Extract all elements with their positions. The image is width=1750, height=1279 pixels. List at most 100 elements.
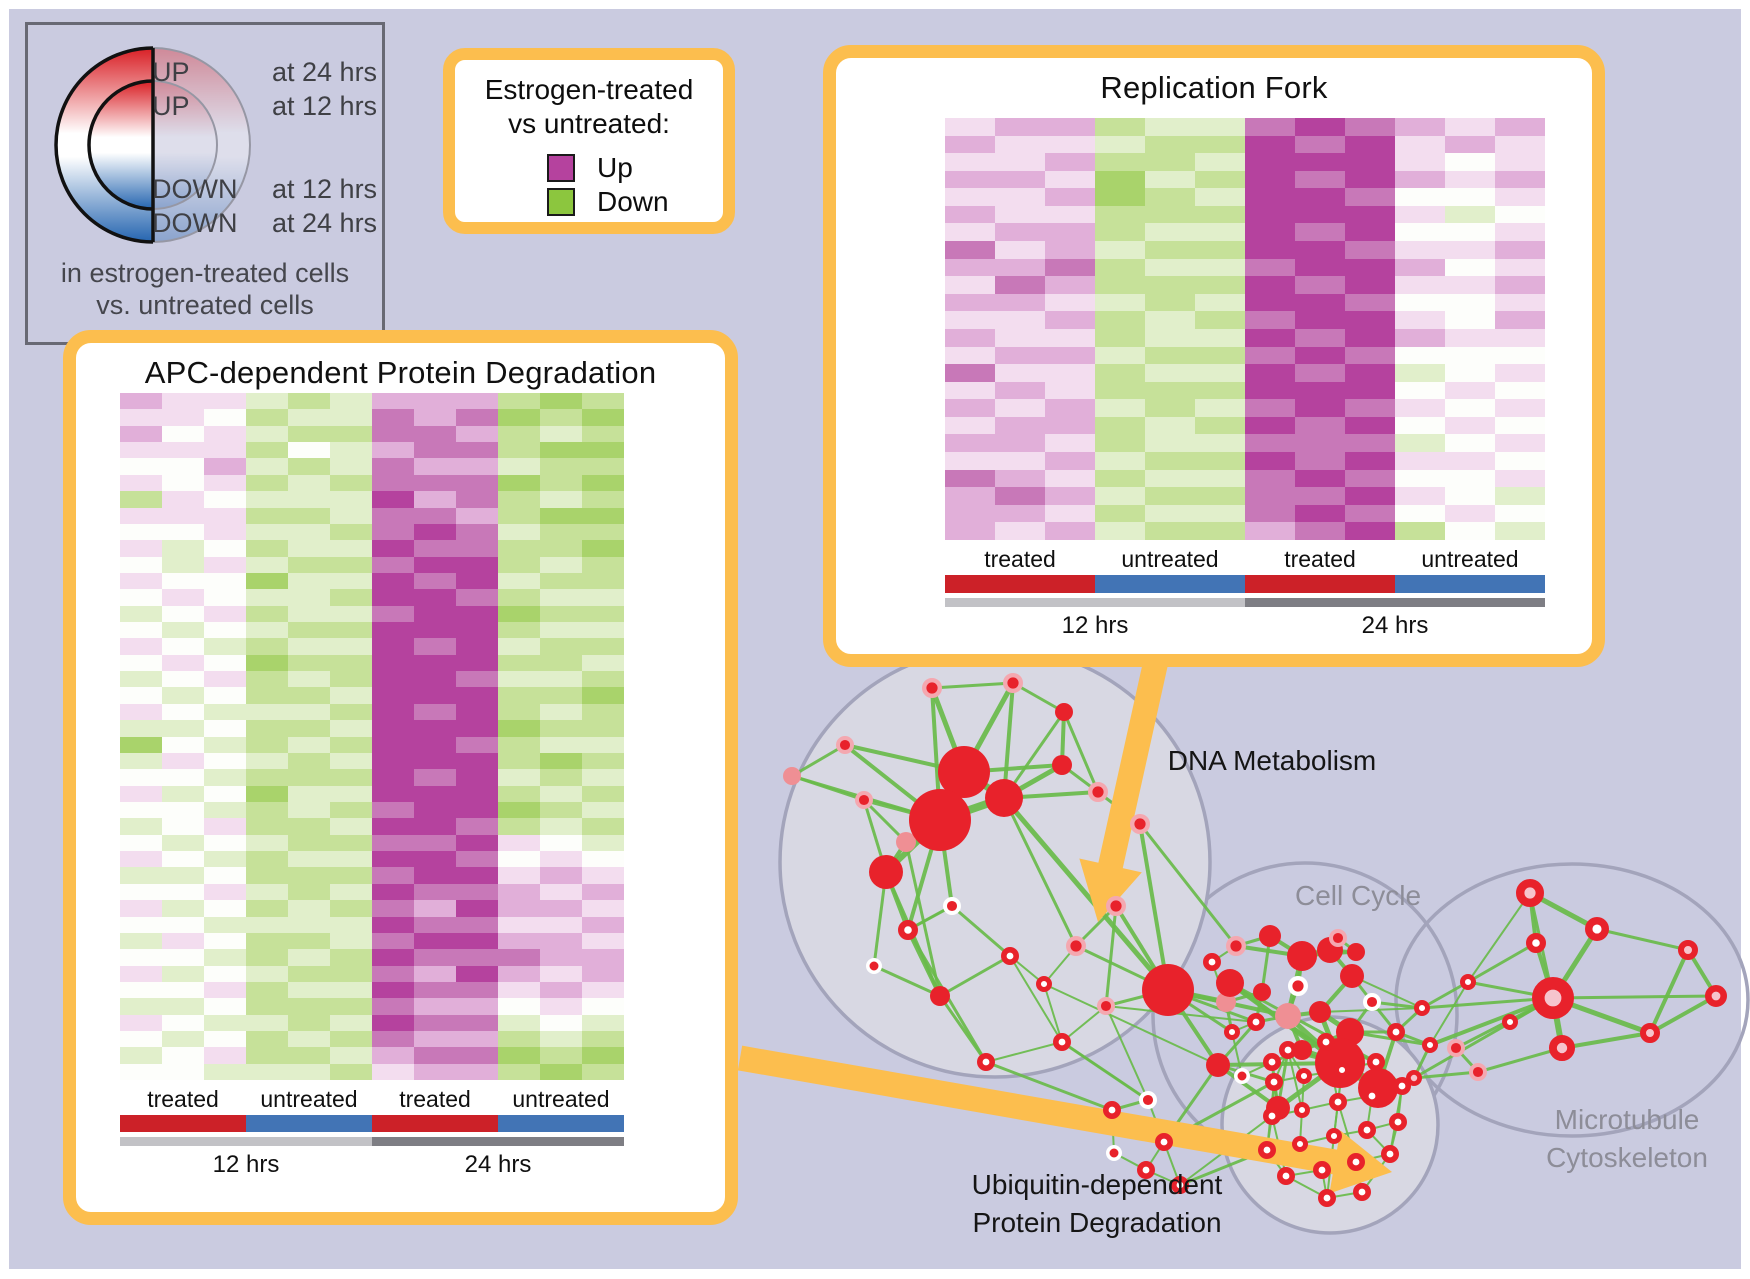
network-node: [1325, 1127, 1342, 1144]
heatmap-cell: [945, 346, 995, 365]
heatmap-cell: [120, 998, 162, 1015]
heatmap-cell: [498, 687, 540, 704]
heatmap-cell: [1095, 241, 1145, 259]
network-node: [1287, 941, 1317, 971]
heatmap-cell: [582, 589, 624, 606]
heatmap-cell: [372, 998, 414, 1015]
network-edge: [1429, 996, 1554, 1047]
heatmap-cell: [1345, 153, 1395, 171]
network-node: [1329, 1093, 1348, 1112]
heatmap-cell: [162, 818, 204, 835]
heatmap-cell: [246, 736, 288, 753]
heatmap-cell: [162, 572, 204, 590]
heatmap-cell: [456, 965, 498, 982]
heatmap-cell: [162, 949, 204, 966]
heatmap-cell: [1395, 399, 1445, 417]
network-node: [1363, 1087, 1382, 1106]
heatmap-cell: [582, 605, 624, 623]
heatmap-cell: [540, 671, 582, 688]
up-down-legend-title-line2: vs untreated:: [508, 108, 670, 139]
heatmap-cell: [582, 949, 624, 966]
heatmap-cell: [288, 736, 330, 753]
heatmap-cell: [1395, 381, 1445, 400]
network-node: [1259, 925, 1281, 947]
heatmap-cell: [945, 311, 995, 329]
heatmap-cell: [1495, 293, 1545, 312]
heatmap-row: [120, 474, 624, 492]
heatmap-cell: [1445, 311, 1495, 329]
heatmap-row: [120, 409, 624, 426]
network-edge: [1105, 1005, 1257, 1023]
heatmap-row: [120, 720, 624, 737]
network-edge: [904, 841, 942, 997]
rf-time-labels: 12 hrs 24 hrs: [945, 612, 1545, 640]
heatmap-cell: [414, 1031, 456, 1048]
heatmap-cell: [1045, 223, 1095, 242]
heatmap-cell: [330, 507, 372, 524]
heatmap-cell: [582, 1047, 624, 1064]
network-edge: [1216, 1063, 1280, 1110]
heatmap-cell: [246, 589, 288, 606]
heatmap-cell: [120, 409, 162, 426]
heatmap-cell: [1295, 258, 1345, 277]
heatmap-cell: [372, 703, 414, 721]
heatmap-cell: [330, 818, 372, 835]
heatmap-cell: [162, 752, 204, 770]
network-node: [1705, 984, 1728, 1007]
apc-time-labels: 12 hrs 24 hrs: [120, 1151, 624, 1179]
network-node: [1549, 1035, 1576, 1062]
fold-change-donut-icon: [54, 46, 251, 244]
heatmap-cell: [288, 507, 330, 524]
heatmap-cell: [414, 425, 456, 443]
heatmap-cell: [582, 851, 624, 868]
sample-group-label: treated: [399, 1086, 471, 1112]
heatmap-row: [120, 393, 624, 410]
heatmap-cell: [1395, 258, 1445, 277]
heatmap-cell: [120, 883, 162, 901]
heatmap-row: [945, 170, 1545, 189]
heatmap-row: [945, 188, 1545, 206]
heatmap-cell: [414, 540, 456, 557]
heatmap-cell: [1145, 416, 1195, 435]
sample-group-label: treated: [984, 546, 1056, 572]
network-edge: [1002, 797, 1078, 947]
heatmap-cell: [246, 703, 288, 721]
heatmap-cell: [945, 170, 995, 189]
heatmap-cell: [1045, 293, 1095, 312]
heatmap-cell: [204, 605, 246, 623]
heatmap-cell: [456, 703, 498, 721]
heatmap-row: [120, 572, 624, 590]
heatmap-cell: [204, 834, 246, 852]
heatmap-cell: [1195, 469, 1245, 488]
heatmap-cell: [1295, 346, 1345, 365]
heatmap-cell: [540, 572, 582, 590]
heatmap-cell: [540, 785, 582, 802]
heatmap-cell: [246, 409, 288, 426]
heatmap-cell: [945, 328, 995, 347]
heatmap-cell: [1195, 504, 1245, 523]
heatmap-row: [945, 223, 1545, 242]
heatmap-row: [120, 425, 624, 443]
heatmap-cell: [162, 932, 204, 950]
heatmap-cell: [498, 785, 540, 802]
heatmap-cell: [120, 867, 162, 884]
heatmap-cell: [204, 851, 246, 868]
heatmap-cell: [1095, 188, 1145, 206]
heatmap-cell: [1445, 416, 1495, 435]
heatmap-row: [120, 801, 624, 819]
network-edge: [1429, 981, 1469, 1046]
heatmap-cell: [330, 687, 372, 704]
heatmap-cell: [372, 1014, 414, 1032]
sample-group-bar: [372, 1115, 498, 1132]
time-bar-segment: [372, 1137, 624, 1146]
heatmap-cell: [540, 801, 582, 819]
heatmap-cell: [540, 393, 582, 410]
heatmap-cell: [1195, 364, 1245, 382]
network-node: [1223, 1023, 1240, 1040]
heatmap-cell: [456, 1063, 498, 1081]
heatmap-cell: [1345, 311, 1395, 329]
network-node: [1640, 1023, 1660, 1043]
heatmap-cell: [1495, 153, 1545, 171]
heatmap-cell: [1245, 346, 1295, 365]
